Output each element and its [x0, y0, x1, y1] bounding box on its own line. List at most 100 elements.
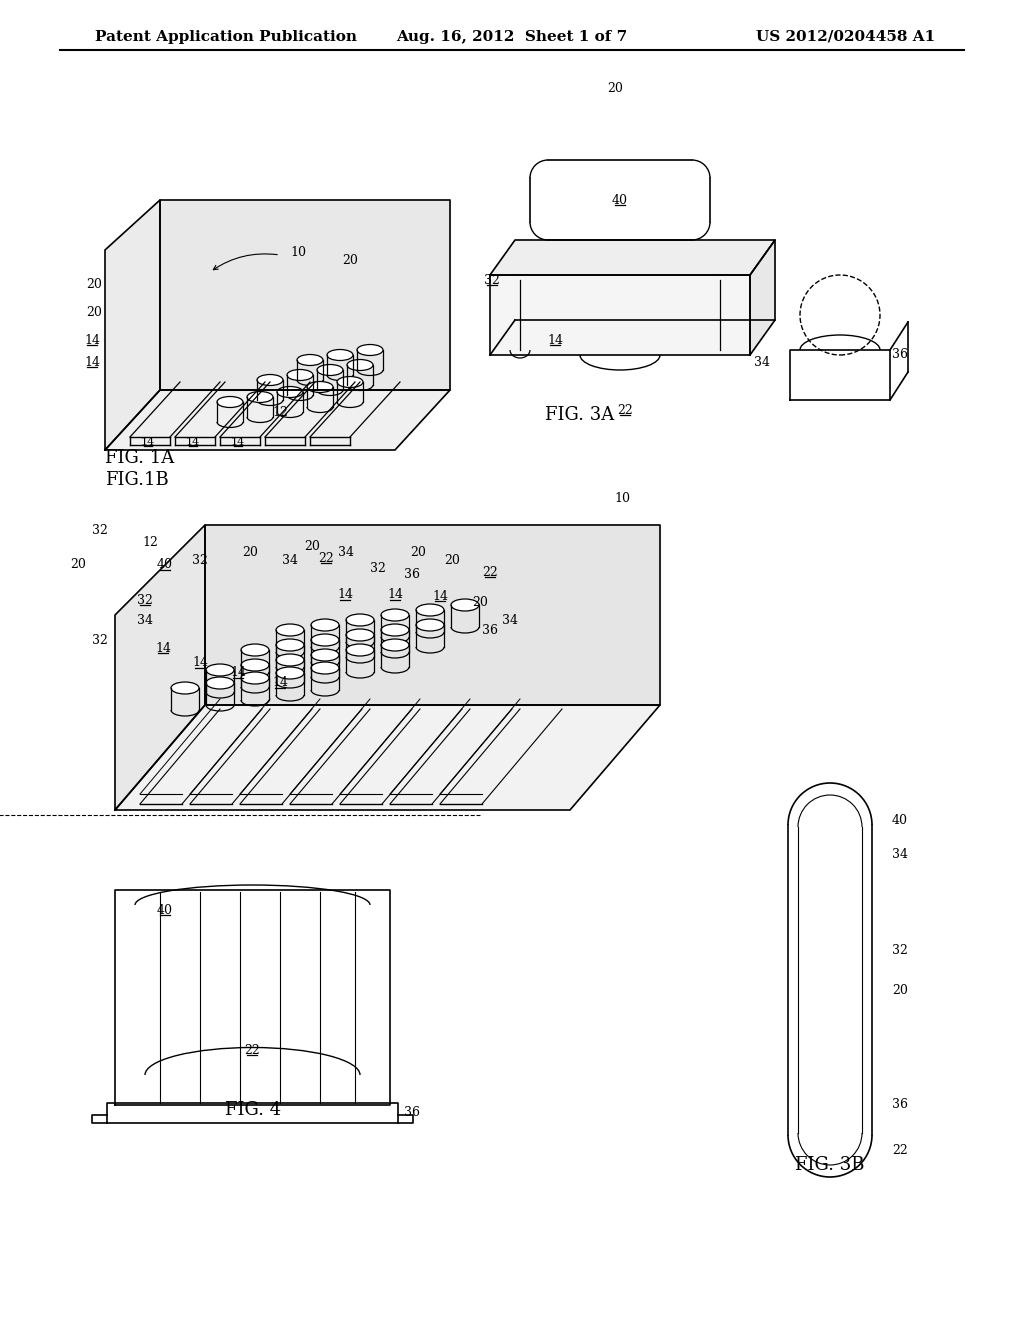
Ellipse shape: [307, 381, 333, 392]
Ellipse shape: [416, 605, 444, 616]
Ellipse shape: [297, 355, 323, 366]
Ellipse shape: [247, 392, 273, 403]
Text: 14: 14: [141, 437, 155, 447]
Text: 14: 14: [432, 590, 449, 602]
Text: 14: 14: [230, 667, 246, 680]
Text: 34: 34: [137, 614, 153, 627]
Text: 22: 22: [617, 404, 633, 417]
Text: 22: 22: [892, 1143, 907, 1156]
Ellipse shape: [317, 364, 343, 375]
Text: 40: 40: [157, 903, 173, 916]
Text: 32: 32: [892, 944, 908, 957]
Text: US 2012/0204458 A1: US 2012/0204458 A1: [756, 30, 935, 44]
Ellipse shape: [416, 619, 444, 631]
Text: FIG. 3A: FIG. 3A: [545, 407, 614, 424]
Text: 20: 20: [242, 545, 258, 558]
Text: 20: 20: [607, 82, 623, 95]
Text: 12: 12: [272, 405, 288, 418]
Text: 12: 12: [142, 536, 158, 549]
Ellipse shape: [276, 639, 304, 651]
Text: 14: 14: [230, 437, 245, 447]
Ellipse shape: [276, 653, 304, 667]
Text: 22: 22: [244, 1044, 260, 1056]
Text: 36: 36: [892, 348, 908, 362]
Text: FIG. 3B: FIG. 3B: [795, 1156, 864, 1173]
Polygon shape: [490, 240, 775, 275]
Text: 20: 20: [304, 540, 319, 553]
Ellipse shape: [241, 659, 269, 671]
Ellipse shape: [276, 667, 304, 678]
Text: 14: 14: [155, 642, 171, 655]
Ellipse shape: [451, 599, 479, 611]
Polygon shape: [490, 275, 750, 355]
Polygon shape: [105, 389, 450, 450]
Text: 20: 20: [444, 553, 460, 566]
Ellipse shape: [311, 619, 339, 631]
Text: 10: 10: [290, 246, 306, 259]
Text: 20: 20: [892, 983, 908, 997]
Text: 10: 10: [614, 491, 630, 504]
Ellipse shape: [346, 644, 374, 656]
Text: Aug. 16, 2012  Sheet 1 of 7: Aug. 16, 2012 Sheet 1 of 7: [396, 30, 628, 44]
Ellipse shape: [241, 672, 269, 684]
Ellipse shape: [357, 345, 383, 355]
Text: 14: 14: [337, 589, 353, 602]
Text: 14: 14: [193, 656, 208, 669]
Text: FIG.1B: FIG.1B: [105, 471, 169, 488]
Ellipse shape: [381, 624, 409, 636]
Polygon shape: [115, 705, 660, 810]
Text: 34: 34: [892, 849, 908, 862]
Ellipse shape: [381, 639, 409, 651]
Text: 14: 14: [272, 676, 288, 689]
Text: 34: 34: [282, 553, 298, 566]
Ellipse shape: [217, 396, 243, 408]
Text: Patent Application Publication: Patent Application Publication: [95, 30, 357, 44]
Text: 14: 14: [84, 334, 100, 346]
Ellipse shape: [327, 350, 353, 360]
Text: 32: 32: [92, 524, 108, 536]
Ellipse shape: [257, 375, 283, 385]
Ellipse shape: [206, 677, 234, 689]
Text: 22: 22: [482, 565, 498, 578]
Text: 14: 14: [84, 355, 100, 368]
Text: 32: 32: [484, 273, 500, 286]
Text: 40: 40: [612, 194, 628, 206]
Text: 36: 36: [892, 1098, 908, 1111]
Ellipse shape: [171, 682, 199, 694]
Text: 20: 20: [410, 545, 426, 558]
Text: 22: 22: [318, 552, 334, 565]
Text: 34: 34: [338, 545, 354, 558]
Text: 34: 34: [754, 355, 770, 368]
Ellipse shape: [381, 609, 409, 620]
Ellipse shape: [278, 387, 303, 397]
Ellipse shape: [206, 664, 234, 676]
Text: 20: 20: [70, 558, 86, 572]
Text: 32: 32: [193, 553, 208, 566]
Text: 40: 40: [892, 813, 908, 826]
Ellipse shape: [311, 649, 339, 661]
Text: 14: 14: [547, 334, 563, 346]
Text: 36: 36: [482, 623, 498, 636]
Text: 36: 36: [404, 1106, 420, 1119]
Polygon shape: [205, 525, 660, 705]
Ellipse shape: [346, 614, 374, 626]
Ellipse shape: [311, 634, 339, 645]
Polygon shape: [115, 525, 205, 810]
Ellipse shape: [311, 663, 339, 675]
Ellipse shape: [287, 370, 313, 380]
Text: 36: 36: [404, 568, 420, 581]
Ellipse shape: [337, 376, 362, 388]
Text: 20: 20: [86, 279, 102, 292]
Text: FIG. 4: FIG. 4: [225, 1101, 281, 1119]
Text: 20: 20: [472, 595, 488, 609]
Polygon shape: [160, 201, 450, 389]
Text: 32: 32: [370, 561, 386, 574]
Text: 20: 20: [86, 305, 102, 318]
Ellipse shape: [241, 644, 269, 656]
Text: 14: 14: [387, 589, 403, 602]
Ellipse shape: [346, 630, 374, 642]
Ellipse shape: [276, 624, 304, 636]
Text: 20: 20: [342, 253, 358, 267]
Ellipse shape: [347, 359, 373, 371]
Polygon shape: [750, 240, 775, 355]
